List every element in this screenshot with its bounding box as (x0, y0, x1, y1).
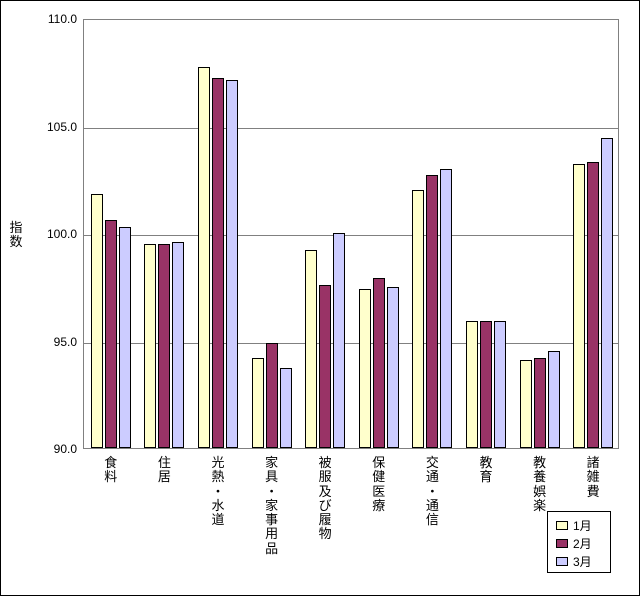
bar (412, 190, 424, 448)
x-tick-label: 教養娯楽 (533, 456, 547, 513)
legend-swatch (556, 521, 568, 530)
bar (426, 175, 438, 448)
bar (319, 285, 331, 448)
bar (480, 321, 492, 448)
bar (252, 358, 264, 448)
bar (266, 343, 278, 448)
y-tick-label: 110.0 (1, 12, 77, 26)
bar (172, 242, 184, 448)
legend-swatch (556, 539, 568, 548)
x-tick-label: 諸雑費 (586, 456, 600, 499)
bar (440, 169, 452, 449)
bar (534, 358, 546, 448)
gridline (84, 235, 618, 236)
bar (119, 227, 131, 448)
bar (387, 287, 399, 448)
legend-item: 3月 (556, 552, 602, 570)
bar (573, 164, 585, 448)
legend-item: 2月 (556, 534, 602, 552)
legend-label: 2月 (573, 535, 592, 552)
x-tick-label: 家具・家事用品 (265, 456, 279, 556)
bar (520, 360, 532, 448)
bar (333, 233, 345, 448)
legend-label: 3月 (573, 553, 592, 570)
x-tick-label: 光熱・水道 (211, 456, 225, 527)
legend-swatch (556, 557, 568, 566)
x-tick-label: 食料 (104, 456, 118, 485)
bar (105, 220, 117, 448)
y-tick-label: 95.0 (1, 335, 77, 349)
legend-label: 1月 (573, 517, 592, 534)
bar (144, 244, 156, 448)
x-tick-label: 教育 (479, 456, 493, 485)
x-tick-label: 保健医療 (372, 456, 386, 513)
bar (494, 321, 506, 448)
bar (226, 80, 238, 448)
bar (212, 78, 224, 448)
plot-area: 食料住居光熱・水道家具・家事用品被服及び履物保健医療交通・通信教育教養娯楽諸雑費 (83, 19, 619, 449)
bar (466, 321, 478, 448)
x-tick-label: 住居 (157, 456, 171, 485)
y-tick-label: 90.0 (1, 442, 77, 456)
y-tick-label: 105.0 (1, 120, 77, 134)
legend: 1月2月3月 (547, 511, 611, 573)
bar (305, 250, 317, 448)
bar (359, 289, 371, 448)
bar (373, 278, 385, 448)
x-tick-label: 交通・通信 (425, 456, 439, 527)
legend-item: 1月 (556, 516, 602, 534)
x-tick-label: 被服及び履物 (318, 456, 332, 542)
gridline (84, 128, 618, 129)
bar (280, 368, 292, 448)
chart-frame: 指数 食料住居光熱・水道家具・家事用品被服及び履物保健医療交通・通信教育教養娯楽… (0, 0, 640, 596)
bar (158, 244, 170, 448)
bar (587, 162, 599, 448)
bar (91, 194, 103, 448)
y-tick-label: 100.0 (1, 227, 77, 241)
bar (548, 351, 560, 448)
bar (198, 67, 210, 448)
bar (601, 138, 613, 448)
